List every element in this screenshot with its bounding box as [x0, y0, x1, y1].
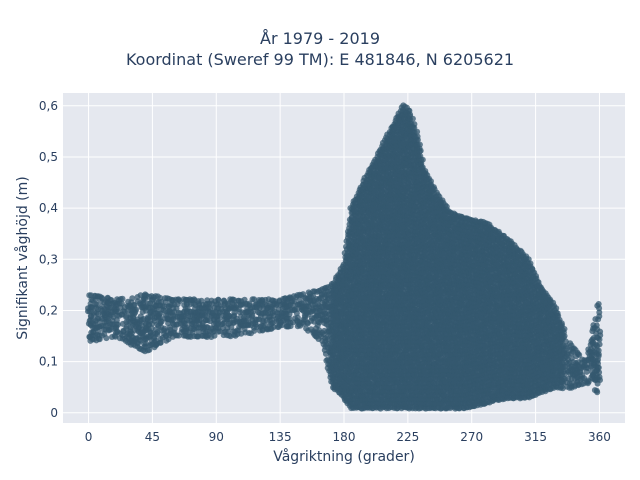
- chart-title-line-2: Koordinat (Sweref 99 TM): E 481846, N 62…: [125, 50, 515, 69]
- data-point: [129, 295, 136, 302]
- data-point: [211, 332, 218, 339]
- data-point: [251, 296, 258, 303]
- data-point: [293, 310, 300, 317]
- data-point: [198, 297, 205, 304]
- data-point: [119, 295, 126, 302]
- chart-title-line-1: År 1979 - 2019: [260, 29, 380, 48]
- data-point: [414, 133, 421, 140]
- data-point: [95, 310, 102, 317]
- data-point: [157, 295, 164, 301]
- data-point: [419, 156, 426, 163]
- data-point: [215, 297, 222, 303]
- data-point: [406, 107, 413, 114]
- data-point: [409, 115, 416, 122]
- data-point: [416, 141, 423, 148]
- data-point: [417, 147, 424, 154]
- data-point: [148, 325, 155, 332]
- data-point: [103, 335, 110, 342]
- data-point: [146, 346, 153, 353]
- data-point: [133, 306, 140, 313]
- data-point: [95, 328, 102, 335]
- data-point: [115, 321, 121, 328]
- data-point: [93, 301, 100, 308]
- data-points: [85, 102, 604, 412]
